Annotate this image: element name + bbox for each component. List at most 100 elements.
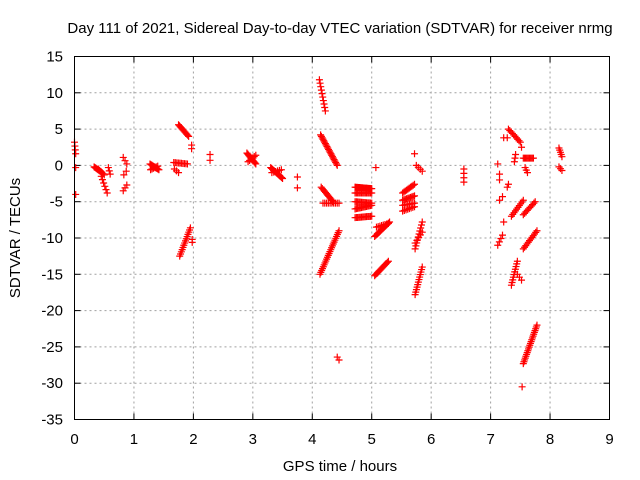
data-point [418, 228, 426, 236]
data-point [321, 107, 329, 115]
data-point [318, 90, 326, 98]
data-point [121, 157, 129, 165]
data-point [123, 181, 131, 189]
x-tick-label: 1 [130, 431, 138, 448]
data-point [497, 234, 505, 242]
y-tick-label: -15 [41, 266, 63, 283]
data-point [404, 205, 412, 213]
data-point [335, 356, 343, 364]
data-point [533, 321, 541, 329]
data-point [516, 138, 524, 146]
data-point [518, 276, 526, 284]
y-tick-label: 10 [46, 85, 63, 102]
data-point [495, 238, 503, 246]
data-point [320, 100, 328, 108]
x-tick-label: 7 [486, 431, 494, 448]
data-point [384, 257, 392, 265]
data-point [368, 212, 376, 220]
y-tick-label: 15 [46, 49, 63, 66]
data-point [100, 179, 108, 187]
data-point [500, 218, 508, 226]
data-point [399, 207, 407, 215]
data-point [409, 203, 417, 211]
data-point [332, 160, 340, 168]
data-point [321, 103, 329, 111]
y-axis-label: SDTVAR / TECUs [7, 178, 24, 298]
data-point [316, 79, 324, 87]
data-point [277, 166, 285, 174]
data-point [460, 178, 468, 186]
data-point [515, 137, 523, 145]
data-point [154, 162, 162, 170]
data-point [530, 199, 538, 207]
data-point [409, 181, 417, 189]
axis-ticks [74, 56, 610, 420]
data-point [252, 151, 260, 159]
data-point [250, 153, 258, 161]
data-point [206, 156, 214, 164]
data-point [186, 224, 194, 232]
data-point [417, 224, 425, 232]
data-point [512, 151, 520, 159]
x-tick-label: 9 [605, 431, 613, 448]
data-point [499, 231, 506, 239]
data-point [103, 189, 111, 197]
data-point [418, 263, 426, 271]
data-point [188, 145, 196, 153]
data-point [98, 176, 106, 184]
data-point [185, 132, 193, 140]
data-point [402, 206, 410, 214]
data-point [317, 83, 325, 91]
data-point [556, 165, 564, 173]
data-point [558, 153, 566, 161]
y-tick-label: -35 [41, 412, 63, 429]
data-point [533, 227, 541, 235]
data-point [152, 163, 160, 171]
data-point [72, 164, 80, 172]
data-point [333, 161, 341, 169]
data-point [518, 143, 526, 151]
x-tick-label: 5 [368, 431, 376, 448]
data-point [319, 97, 327, 105]
x-tick-label: 0 [70, 431, 78, 448]
data-point [499, 193, 506, 201]
data-point [494, 241, 502, 249]
data-point [188, 238, 196, 246]
data-point [105, 167, 113, 175]
data-point [531, 198, 539, 206]
data-point [411, 150, 419, 158]
data-point [368, 189, 376, 197]
data-point [411, 203, 419, 211]
data-point [72, 150, 80, 158]
data-point [518, 383, 526, 391]
data-point [278, 174, 286, 182]
x-tick-label: 2 [189, 431, 197, 448]
data-point [372, 164, 380, 172]
y-tick-label: 0 [55, 157, 63, 174]
data-point [335, 199, 343, 207]
data-point [100, 171, 108, 179]
data-point [405, 205, 413, 213]
data-point [400, 207, 408, 215]
data-point [407, 204, 415, 212]
x-tick-label: 4 [308, 431, 316, 448]
y-tick-label: -10 [41, 230, 63, 247]
data-point [101, 182, 109, 190]
plot-border [74, 56, 610, 420]
data-point [175, 169, 183, 177]
data-point [496, 176, 504, 184]
data-points [71, 76, 566, 391]
x-tick-label: 3 [249, 431, 257, 448]
x-tick-label: 6 [427, 431, 435, 448]
data-point [123, 160, 131, 168]
data-point [368, 201, 376, 209]
chart-title: Day 111 of 2021, Sidereal Day-to-day VTE… [67, 20, 612, 37]
data-point [122, 167, 130, 175]
data-point [558, 166, 566, 174]
data-point [496, 196, 504, 204]
data-point [494, 160, 502, 168]
data-point [97, 172, 105, 180]
data-point [529, 154, 537, 162]
